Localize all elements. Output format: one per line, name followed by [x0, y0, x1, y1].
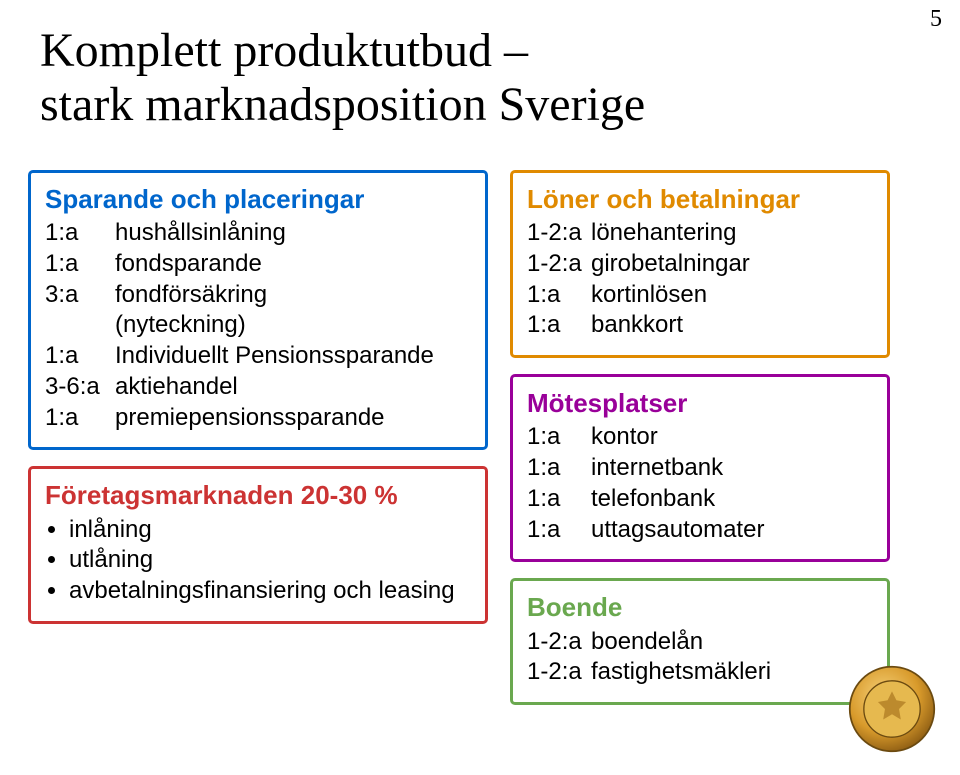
- page-number: 5: [930, 6, 942, 33]
- heading-savings: Sparande och placeringar: [45, 183, 471, 216]
- rows-meeting: 1:akontor1:ainternetbank1:atelefonbank1:…: [527, 422, 873, 545]
- left-column: Sparande och placeringar 1:ahushållsinlå…: [28, 170, 488, 640]
- title-line-2: stark marknadsposition Sverige: [40, 78, 645, 131]
- rank: 1:a: [527, 515, 591, 546]
- box-savings: Sparande och placeringar 1:ahushållsinlå…: [28, 170, 488, 450]
- list-item: 1-2:afastighetsmäkleri: [527, 657, 873, 688]
- label: kortinlösen: [591, 280, 707, 311]
- slide-title: Komplett produktutbud – stark marknadspo…: [40, 24, 920, 132]
- rank: 1:a: [527, 280, 591, 311]
- label: fastighetsmäkleri: [591, 657, 771, 688]
- list-item: 1:ahushållsinlåning: [45, 218, 471, 249]
- list-item: 1:abankkort: [527, 310, 873, 341]
- rows-savings: 1:ahushållsinlåning1:afondsparande3:afon…: [45, 218, 471, 433]
- label: (nyteckning): [115, 310, 246, 341]
- bullets-corporate: inlåningutlåningavbetalningsfinansiering…: [69, 515, 471, 607]
- label: boendelån: [591, 627, 703, 658]
- label: fondförsäkring: [115, 280, 267, 311]
- bank-seal-icon: [848, 665, 936, 753]
- list-item: 1:afondsparande: [45, 249, 471, 280]
- list-item: 1:aIndividuellt Pensionssparande: [45, 341, 471, 372]
- rank: 1-2:a: [527, 218, 591, 249]
- heading-payments: Löner och betalningar: [527, 183, 873, 216]
- rank: 1:a: [45, 403, 115, 434]
- title-line-1: Komplett produktutbud –: [40, 24, 528, 77]
- heading-corporate: Företagsmarknaden 20-30 %: [45, 479, 471, 512]
- label: uttagsautomater: [591, 515, 764, 546]
- rank: 1-2:a: [527, 657, 591, 688]
- box-payments: Löner och betalningar 1-2:alönehantering…: [510, 170, 890, 358]
- box-housing: Boende 1-2:aboendelån1-2:afastighetsmäkl…: [510, 578, 890, 705]
- rank: 1:a: [45, 341, 115, 372]
- list-item: 3-6:aaktiehandel: [45, 372, 471, 403]
- label: lönehantering: [591, 218, 736, 249]
- label: telefonbank: [591, 484, 715, 515]
- label: fondsparande: [115, 249, 262, 280]
- list-item: 1:akontor: [527, 422, 873, 453]
- rank: 1:a: [527, 422, 591, 453]
- rank: 1:a: [527, 484, 591, 515]
- rank: 1:a: [45, 218, 115, 249]
- rows-payments: 1-2:alönehantering1-2:agirobetalningar1:…: [527, 218, 873, 341]
- rows-housing: 1-2:aboendelån1-2:afastighetsmäkleri: [527, 627, 873, 688]
- rank: 3:a: [45, 280, 115, 311]
- box-corporate: Företagsmarknaden 20-30 % inlåningutlåni…: [28, 466, 488, 623]
- slide: 5 Komplett produktutbud – stark marknads…: [0, 0, 960, 775]
- rank: 1-2:a: [527, 627, 591, 658]
- label: aktiehandel: [115, 372, 238, 403]
- list-item: 1-2:agirobetalningar: [527, 249, 873, 280]
- list-item: 3:afondförsäkring: [45, 280, 471, 311]
- list-item: 1:apremiepensionssparande: [45, 403, 471, 434]
- list-item: utlåning: [69, 545, 471, 576]
- label: Individuellt Pensionssparande: [115, 341, 434, 372]
- rank: 1:a: [45, 249, 115, 280]
- label: premiepensionssparande: [115, 403, 385, 434]
- label: kontor: [591, 422, 658, 453]
- heading-meeting: Mötesplatser: [527, 387, 873, 420]
- label: internetbank: [591, 453, 723, 484]
- list-item: 1:atelefonbank: [527, 484, 873, 515]
- label: bankkort: [591, 310, 683, 341]
- rank: 3-6:a: [45, 372, 115, 403]
- list-item: 1:auttagsautomater: [527, 515, 873, 546]
- heading-housing: Boende: [527, 591, 873, 624]
- list-item: 1:ainternetbank: [527, 453, 873, 484]
- rank: 1:a: [527, 453, 591, 484]
- list-item: inlåning: [69, 515, 471, 546]
- label: girobetalningar: [591, 249, 750, 280]
- rank: 1:a: [527, 310, 591, 341]
- box-meeting: Mötesplatser 1:akontor1:ainternetbank1:a…: [510, 374, 890, 562]
- rank: [45, 310, 115, 341]
- list-item: 1-2:aboendelån: [527, 627, 873, 658]
- list-item: 1-2:alönehantering: [527, 218, 873, 249]
- list-item: avbetalningsfinansiering och leasing: [69, 576, 471, 607]
- list-item: 1:akortinlösen: [527, 280, 873, 311]
- list-item: (nyteckning): [45, 310, 471, 341]
- right-column: Löner och betalningar 1-2:alönehantering…: [510, 170, 890, 721]
- label: hushållsinlåning: [115, 218, 286, 249]
- rank: 1-2:a: [527, 249, 591, 280]
